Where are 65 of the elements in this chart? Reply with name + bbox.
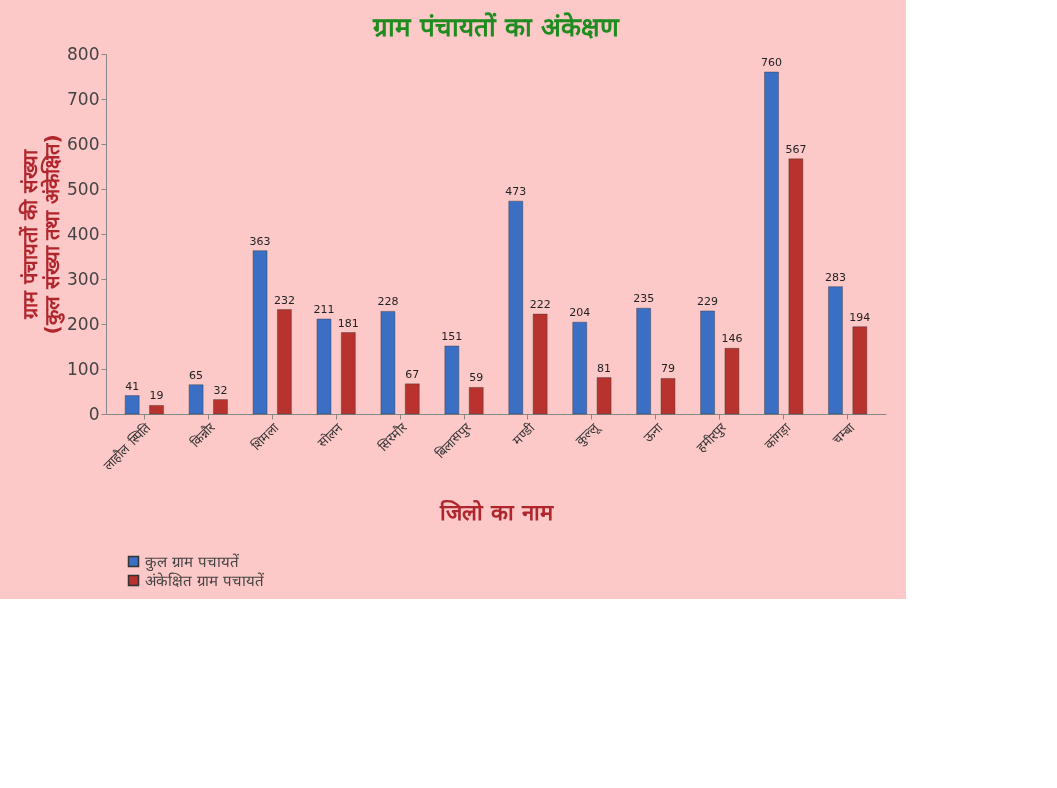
- x-tick-label: चम्बा: [829, 419, 858, 447]
- bar: [149, 405, 164, 415]
- data-label: 567: [785, 142, 807, 156]
- x-tick-label: मण्डी: [509, 419, 538, 448]
- bar: [341, 332, 356, 415]
- data-label: 211: [313, 303, 335, 317]
- data-label: 65: [189, 368, 204, 382]
- bar: [188, 384, 204, 415]
- bar: [700, 310, 715, 415]
- data-label: 32: [213, 383, 228, 397]
- bar: [596, 377, 612, 415]
- data-label: 473: [505, 185, 527, 199]
- bar: [252, 250, 268, 415]
- y-axis-title: ग्राम पंचायतों की संख्या (कुल संख्या तथा अंकेक्षित): [18, 134, 66, 335]
- x-tick-label: ऊना: [640, 419, 666, 445]
- data-label: 232: [273, 293, 295, 307]
- data-label: 151: [441, 330, 463, 344]
- data-label: 67: [405, 367, 420, 381]
- legend-label: अंकेक्षित ग्राम पचायतें: [145, 571, 264, 590]
- bar: [636, 308, 651, 415]
- data-label: 283: [824, 270, 846, 284]
- bar: [213, 399, 228, 415]
- bar: [852, 326, 868, 415]
- data-label: 222: [529, 298, 551, 312]
- data-label: 79: [661, 362, 676, 376]
- bar: [380, 311, 396, 415]
- data-label: 363: [249, 234, 271, 248]
- y-tick-label: 100: [67, 358, 100, 379]
- bar: [828, 286, 843, 415]
- y-tick-label: 700: [67, 88, 100, 109]
- data-label: 760: [761, 56, 783, 69]
- data-label: 228: [377, 295, 399, 309]
- data-label: 204: [569, 306, 591, 320]
- bar: [660, 378, 676, 415]
- y-tick-label: 200: [67, 313, 100, 334]
- y-tick-label: 400: [67, 223, 100, 244]
- data-label: 41: [125, 379, 140, 393]
- bar: [124, 395, 140, 415]
- data-label: 146: [721, 332, 743, 346]
- data-label: 229: [697, 294, 719, 308]
- data-label: 194: [849, 310, 871, 324]
- bar: [316, 318, 332, 415]
- bar: [532, 313, 548, 415]
- data-label: 19: [149, 389, 164, 403]
- bar: [508, 200, 523, 415]
- bar: [788, 158, 804, 415]
- bar: [724, 348, 740, 415]
- chart-title: ग्राम पंचायतों का अंकेक्षण: [371, 12, 621, 42]
- y-tick-label: 300: [67, 268, 100, 289]
- data-label: 81: [597, 361, 612, 375]
- bar: [764, 71, 779, 415]
- data-label: 235: [633, 292, 655, 306]
- bar: [572, 322, 587, 415]
- data-label: 181: [337, 316, 359, 330]
- bar: [277, 309, 292, 415]
- y-tick-label: 800: [67, 43, 100, 64]
- y-tick-label: 500: [67, 178, 100, 199]
- bar: [469, 387, 484, 415]
- legend-label: कुल ग्राम पचायतें: [145, 552, 239, 572]
- y-tick-label: 0: [88, 403, 100, 424]
- x-axis-title: जिलो का नाम: [439, 499, 554, 526]
- bar: [405, 383, 420, 415]
- data-label: 59: [469, 371, 484, 385]
- bar: [444, 345, 460, 415]
- y-tick-label: 600: [67, 133, 100, 154]
